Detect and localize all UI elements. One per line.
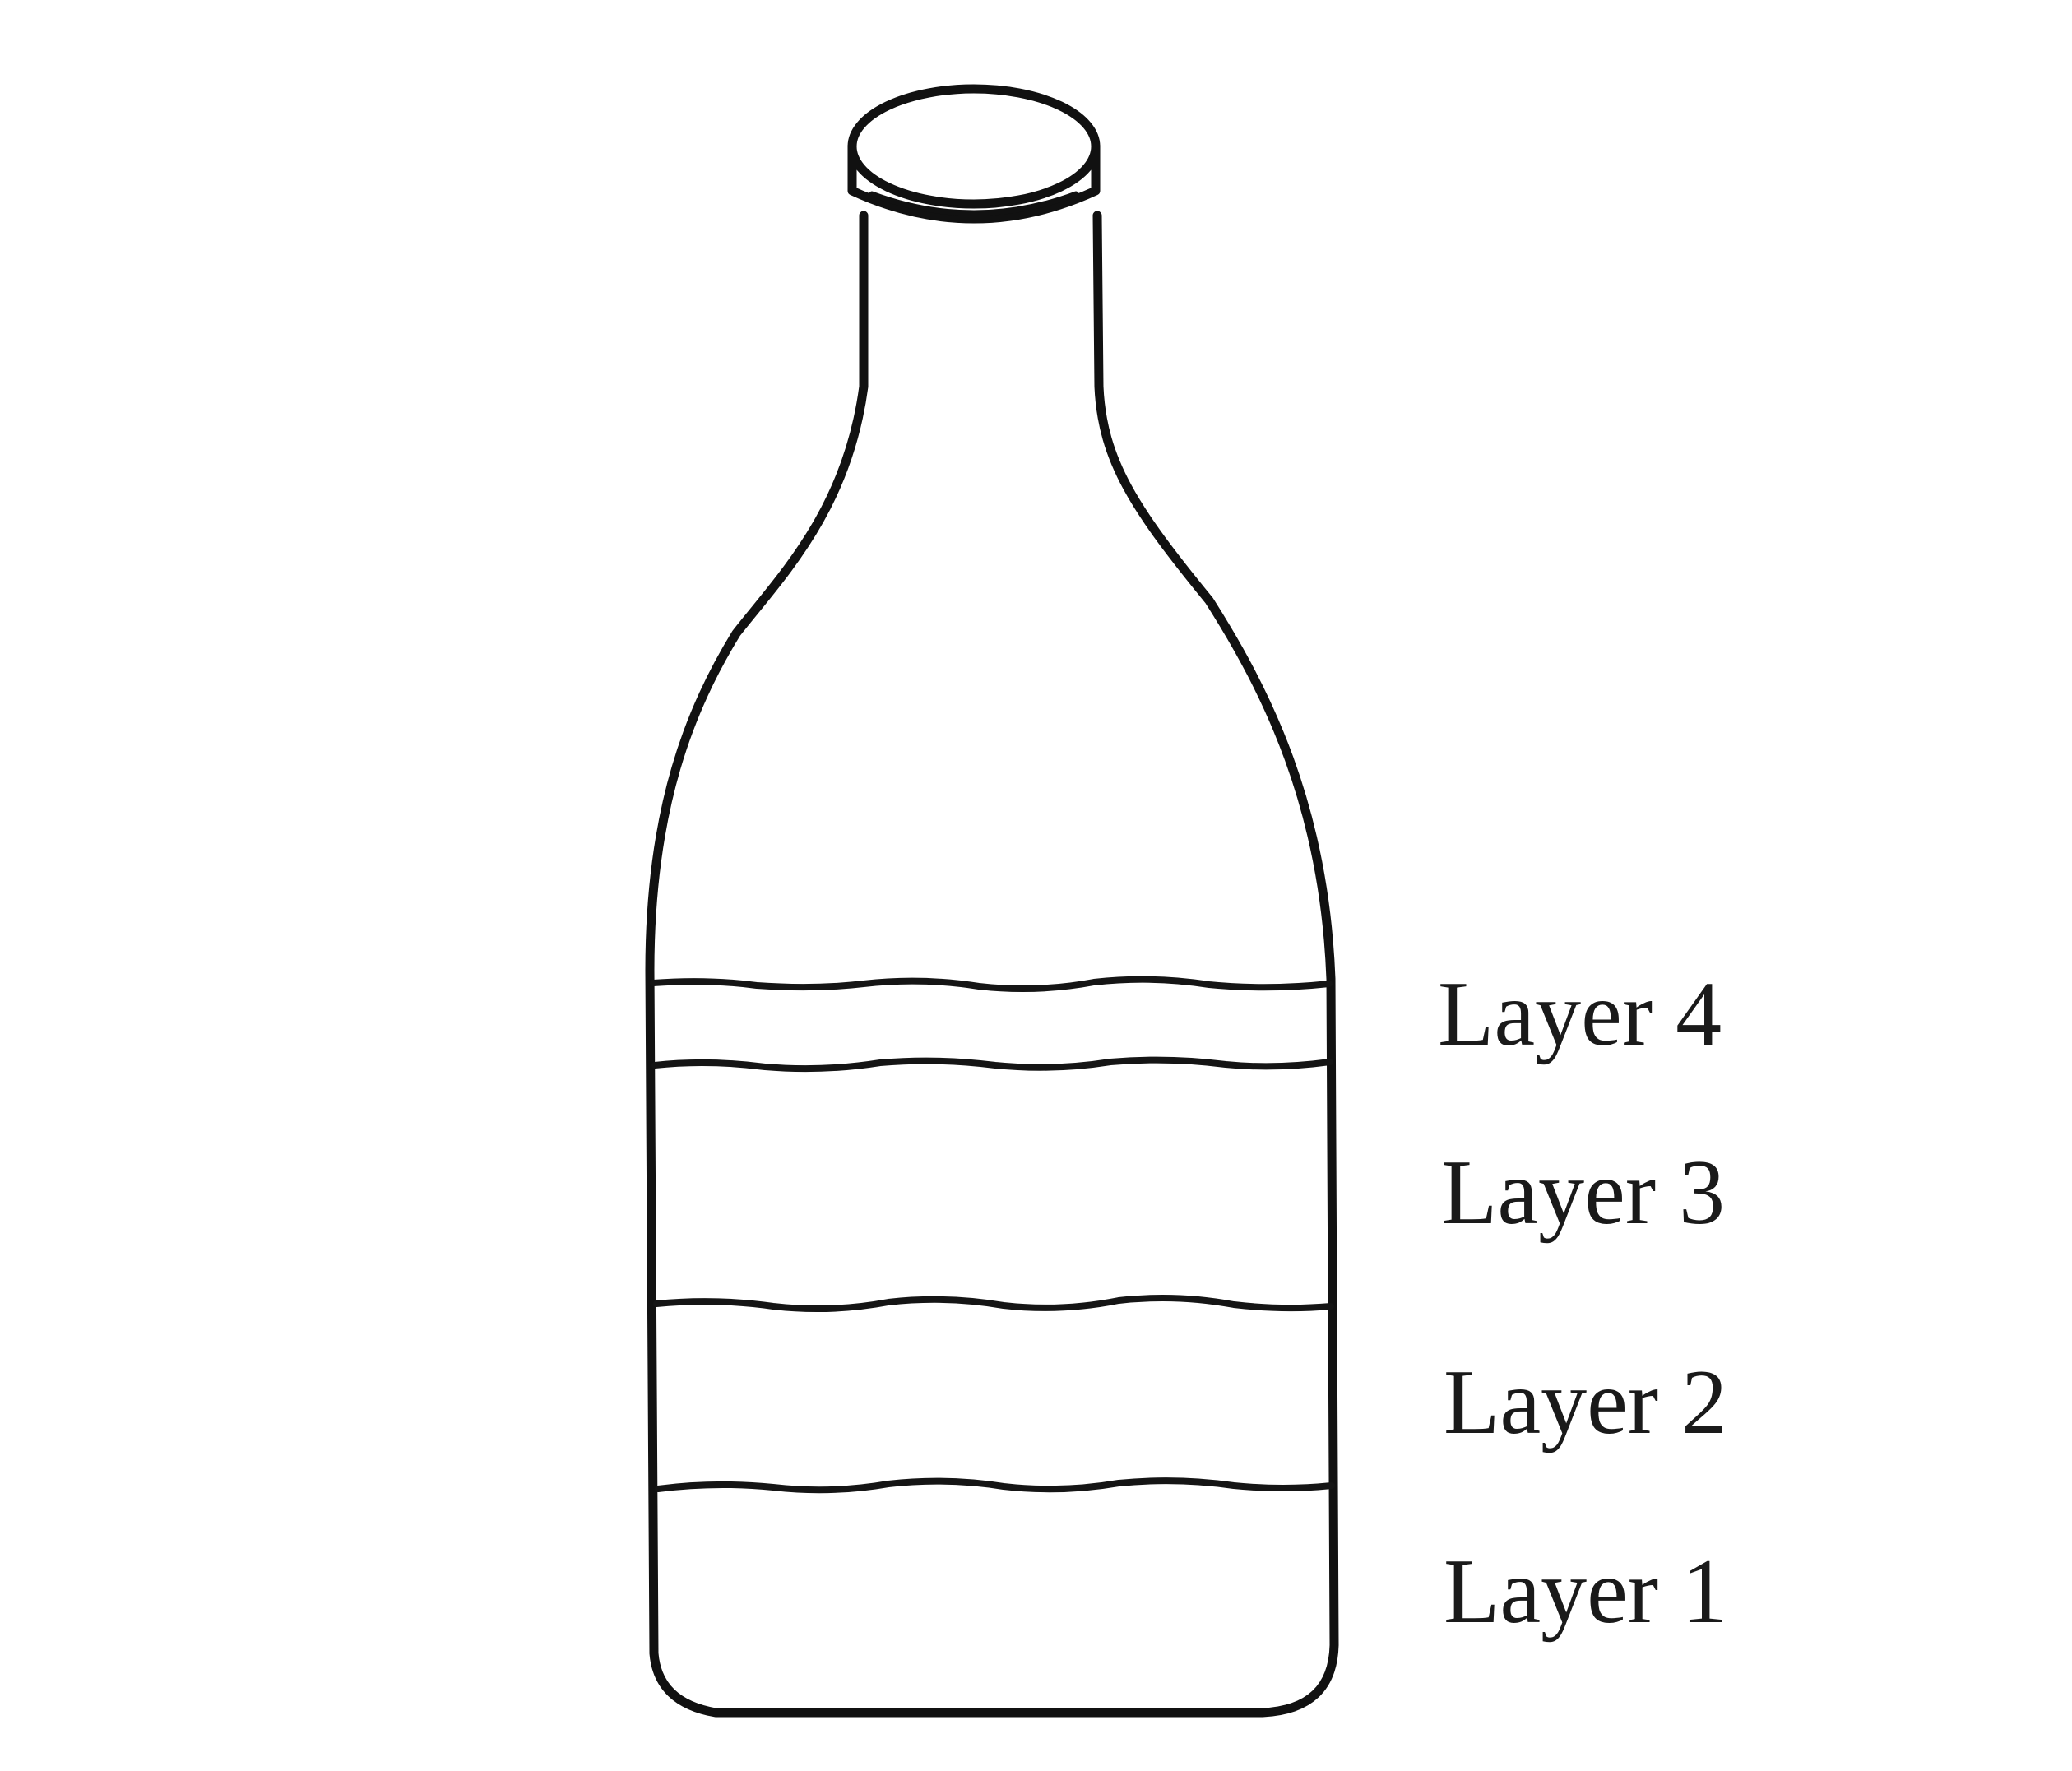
layer-3-2-boundary — [653, 1294, 1334, 1313]
bottle-lip-inner — [869, 191, 1079, 216]
layer-4-top-boundary — [650, 976, 1333, 993]
layer-2-1-boundary — [655, 1477, 1335, 1494]
bottle-lip — [847, 141, 1101, 224]
layer-4-label: Layer 4 — [1438, 963, 1722, 1065]
layer-1-label: Layer 1 — [1444, 1541, 1727, 1643]
bottle-mouth — [847, 84, 1101, 209]
bottle-body — [645, 211, 1339, 1718]
layer-4-3-boundary — [651, 1056, 1333, 1073]
layer-3-label: Layer 3 — [1441, 1142, 1725, 1244]
layer-2-label: Layer 2 — [1444, 1351, 1727, 1453]
